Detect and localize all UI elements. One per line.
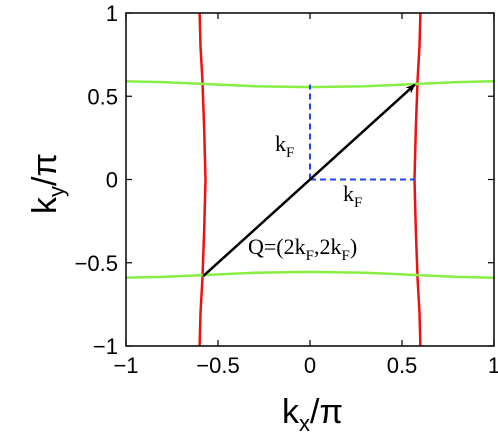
q-vector-arrow	[202, 83, 416, 277]
x-tick-label: −1	[113, 353, 138, 378]
x-tick-label: 1	[488, 353, 498, 378]
x-tick-label: −0.5	[196, 353, 239, 378]
overlay-layer	[202, 83, 416, 277]
y-tick-label: 0.5	[87, 84, 118, 109]
fermi-curve-bottom	[126, 270, 494, 279]
kf-horizontal-label: kF	[343, 181, 362, 211]
y-axis-label: ky/π	[26, 153, 69, 214]
fermi-curve-right	[413, 13, 422, 346]
y-tick-label: 0	[106, 168, 118, 193]
y-tick-label: 1	[106, 1, 118, 26]
y-tick-label: −1	[93, 334, 118, 359]
tick-layer: −1 −0.5 0 0.5 1 −1 −0.5 0 0.5 1	[75, 1, 498, 378]
x-tick-label: 0	[304, 353, 316, 378]
x-tick-label: 0.5	[387, 353, 418, 378]
kf-vertical-label: kF	[275, 131, 294, 161]
q-vector-label: Q=(2kF,2kF)	[248, 234, 357, 264]
x-axis-label: kx/π	[282, 393, 343, 436]
fermi-curve-left	[198, 13, 207, 346]
y-tick-label: −0.5	[75, 251, 118, 276]
